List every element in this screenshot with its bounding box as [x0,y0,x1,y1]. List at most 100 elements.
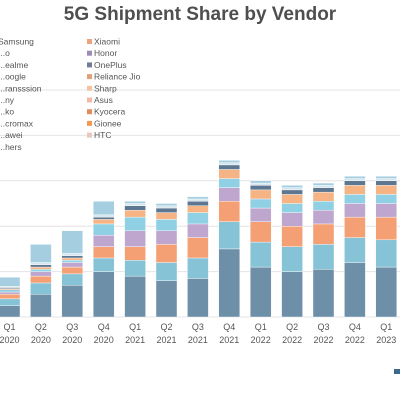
legend-item: Samsung [0,37,34,47]
bar-segment [187,198,209,202]
bar-segment [155,244,178,263]
bar-segment [92,271,115,318]
bar-segment [375,194,397,204]
x-tick-year: 2022 [313,335,333,345]
legend-label: ...hers [0,142,22,152]
legend: Samsung...o ...ealme ...oogle...ransssion.… [0,37,141,152]
legend-label: ...ealme [0,60,29,70]
bar-segment [61,230,83,254]
x-tick-year: 2020 [31,335,51,345]
legend-swatch [87,62,92,68]
legend-item: ...ealme [0,60,29,70]
legend-label: ...ransssion [0,83,42,93]
bar-segment [0,298,21,306]
footer-accent-mark [394,369,400,374]
legend-label: Reliance Jio [94,72,141,82]
bar-segment [344,178,366,181]
bar-segment [375,203,397,218]
bar-segment [344,194,366,204]
chart-title: 5G Shipment Share by Vendor [64,4,337,25]
bar-segment [187,205,209,213]
bar-segment [281,194,303,204]
bar-segment [30,282,52,295]
bar-stack [0,277,21,318]
bar-segment [155,205,178,209]
bar-segment [92,246,115,259]
legend-item: ...ko [0,107,14,117]
legend-label: Samsung [0,37,34,47]
bar-segment [375,239,397,268]
bar-segment [61,262,83,268]
bar-segment [30,275,52,284]
legend-swatch [87,97,92,103]
bar-segment [124,201,146,204]
x-tick-year: 2021 [219,335,239,345]
legend-item: ...ransssion [0,83,42,93]
legend-swatch [87,74,92,80]
x-tick-quarter: Q4 [223,322,235,332]
legend-item: OnePlus [87,60,127,70]
legend-item: Honor [87,48,117,58]
x-tick-year: 2021 [125,335,145,345]
bar-segment [312,185,335,188]
legend-label: HTC [94,130,111,140]
bar-stack [92,201,115,318]
bar-stack [30,244,52,318]
bar-segment [187,237,209,259]
bar-segment [30,264,52,268]
x-tick-quarter: Q1 [380,322,392,332]
bar-stack [187,196,209,318]
bar-segment [218,187,241,202]
bar-stack [155,203,178,318]
bar-segment [249,185,272,191]
bar-segment [249,207,272,222]
legend-swatch [87,50,92,56]
legend-item: ...oogle [0,72,26,82]
bar-segment [155,203,178,206]
bar-segment [312,201,335,211]
bar-segment [92,219,115,225]
bar-segment [61,266,83,275]
bar-segment [312,223,335,245]
bar-segment [30,271,52,277]
bar-segment [155,212,178,220]
bar-segment [92,214,115,218]
bar-stack [249,180,272,318]
bar-segment [344,216,366,238]
bar-segment [312,269,335,318]
bar-segment [281,246,303,272]
bar-segment [249,189,272,200]
bar-segment [249,221,272,243]
bar-stack [281,185,303,318]
bar-segment [124,275,146,318]
bar-segment [281,271,303,318]
bar-segment [0,289,21,293]
legend-item: Kyocera [87,107,125,117]
legend-label: Kyocera [94,107,125,117]
bar-segment [249,241,272,268]
bar-segment [0,294,21,300]
bar-segment [312,182,335,186]
x-tick-quarter: Q3 [66,322,78,332]
bar-segment [187,278,209,318]
bar-segment [92,257,115,272]
x-tick-year: 2021 [156,335,176,345]
legend-label: ...awei [0,130,23,140]
bar-stack [375,176,397,318]
bar-segment [375,185,397,195]
legend-item: ...o [0,48,10,58]
x-tick-quarter: Q2 [35,322,47,332]
bar-segment [155,207,178,213]
bar-segment [124,210,146,218]
bar-stack [124,201,146,318]
bar-segment [92,235,115,247]
legend-item: Xiaomi [87,37,120,47]
bar-segment [61,255,83,259]
legend-item: Sharp [87,83,117,93]
bar-segment [30,262,52,265]
x-tick-year: 2022 [282,335,302,345]
bar-segment [30,269,52,272]
legend-item: Gionee [87,118,122,128]
bar-segment [218,162,241,166]
